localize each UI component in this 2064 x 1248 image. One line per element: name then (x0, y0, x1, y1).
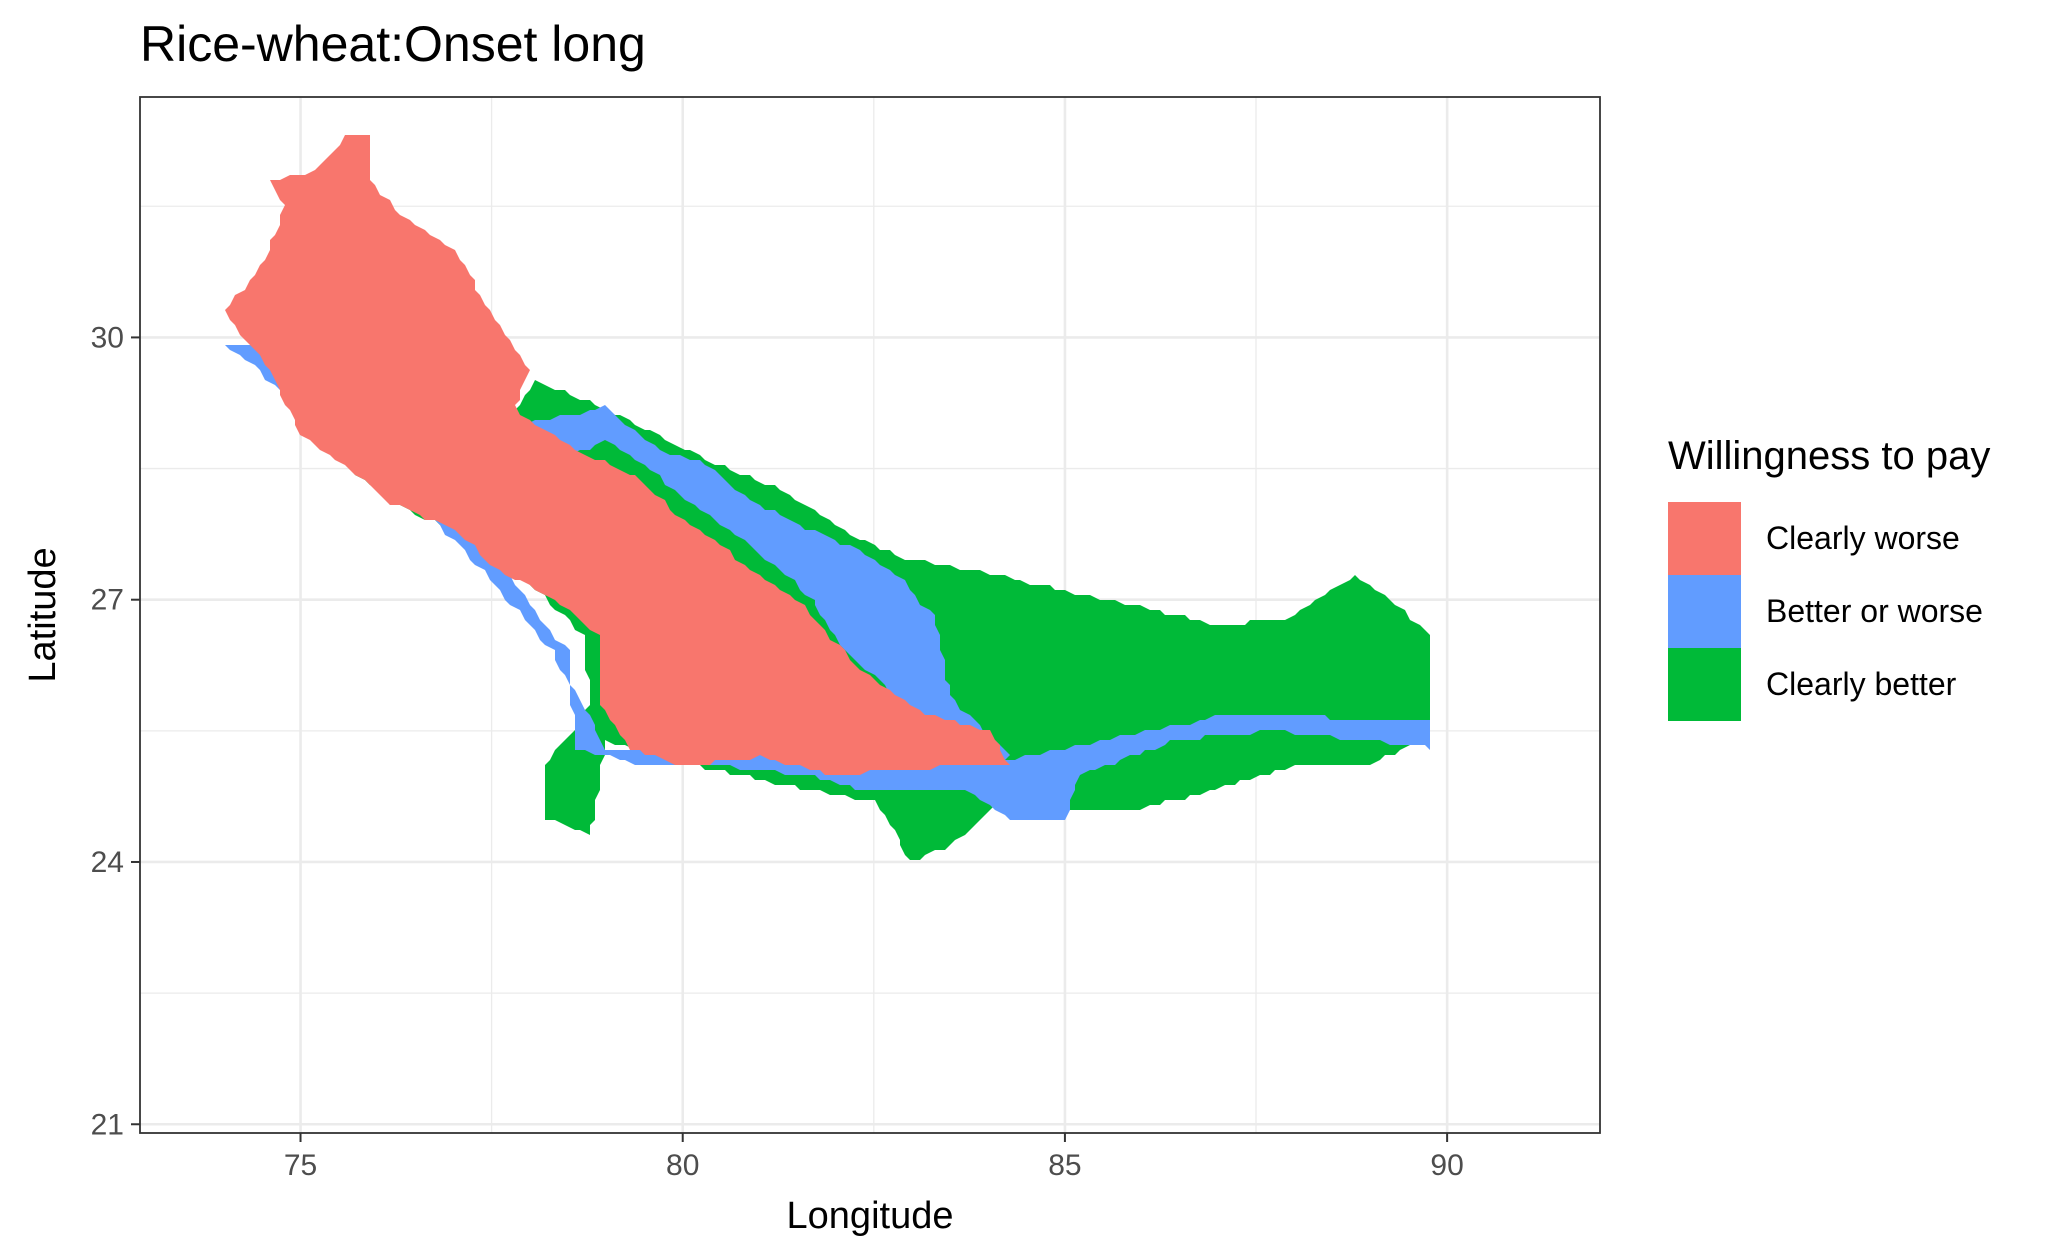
legend-swatch-clearly-better (1668, 648, 1741, 721)
y-tick-label: 24 (91, 846, 124, 879)
legend-label-clearly-worse: Clearly worse (1766, 520, 1960, 556)
legend-item-clearly-better: Clearly better (1668, 648, 1990, 721)
chart-title: Rice-wheat:Onset long (140, 16, 646, 72)
y-tick-label: 27 (91, 584, 124, 617)
x-tick-label: 90 (1430, 1149, 1463, 1182)
legend-swatch-better-or-worse (1668, 575, 1741, 648)
x-tick-label: 75 (284, 1149, 317, 1182)
y-tick-label: 21 (91, 1108, 124, 1141)
legend-title: Willingness to pay (1668, 434, 1991, 478)
region-clearly-worse (225, 135, 1010, 775)
x-tick-label: 80 (666, 1149, 699, 1182)
x-axis-ticks: 75 80 85 90 (284, 1133, 1464, 1182)
legend-item-clearly-worse: Clearly worse (1668, 502, 1990, 575)
x-tick-label: 85 (1048, 1149, 1081, 1182)
legend-label-clearly-better: Clearly better (1766, 666, 1957, 702)
x-axis-title: Longitude (787, 1195, 954, 1237)
panel-border (139, 96, 1601, 1134)
region-better-or-worse (515, 405, 1010, 765)
y-axis-ticks: 21 24 27 30 (91, 321, 140, 1141)
legend-item-better-or-worse: Better or worse (1668, 575, 1990, 648)
legend: Willingness to pay Clearly worse Better … (1668, 432, 1990, 721)
y-axis-title: Latitude (22, 547, 64, 682)
legend-label-better-or-worse: Better or worse (1766, 593, 1983, 629)
legend-swatch-clearly-worse (1668, 502, 1741, 575)
map-regions (225, 135, 1430, 860)
y-tick-label: 30 (91, 321, 124, 354)
